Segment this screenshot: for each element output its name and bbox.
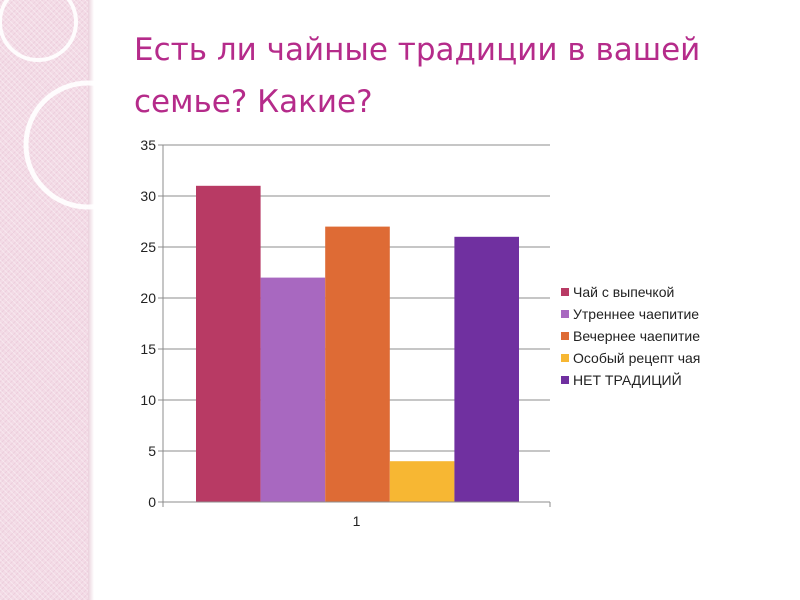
bar-1 xyxy=(196,185,261,503)
legend-swatch-1 xyxy=(561,288,569,296)
legend-swatch-2 xyxy=(561,310,569,318)
y-tick-label: 15 xyxy=(140,341,156,357)
legend: Чай с выпечкой Утреннее чаепитие Вечернее … xyxy=(561,284,700,388)
bars xyxy=(196,185,519,503)
legend-swatch-3 xyxy=(561,332,569,340)
y-tick-label: 30 xyxy=(140,188,156,204)
decorative-circle-large xyxy=(23,80,140,210)
side-band-edge xyxy=(88,0,94,600)
legend-label-1: Чай с выпечкой xyxy=(573,284,674,300)
y-axis: 0 5 10 15 20 25 30 35 xyxy=(140,137,164,510)
legend-swatch-5 xyxy=(561,376,569,384)
legend-label-5: НЕТ ТРАДИЦИЙ xyxy=(573,371,682,388)
bar-3 xyxy=(325,226,390,502)
y-tick-label: 20 xyxy=(140,290,156,306)
y-tick-label: 5 xyxy=(148,443,156,459)
bar-4 xyxy=(389,461,455,502)
y-tick-label: 0 xyxy=(148,494,156,510)
legend-label-2: Утреннее чаепитие xyxy=(573,306,699,322)
y-tick-label: 25 xyxy=(140,239,156,255)
decorative-circles xyxy=(0,0,140,210)
y-tick-label: 35 xyxy=(140,137,156,153)
legend-swatch-4 xyxy=(561,354,569,362)
legend-label-4: Особый рецепт чая xyxy=(573,350,700,366)
bar-2 xyxy=(260,277,326,502)
bar-5 xyxy=(454,236,519,503)
decorative-circle-small xyxy=(0,0,78,62)
legend-label-3: Вечернее чаепитие xyxy=(573,328,700,344)
slide-title: Есть ли чайные традиции в вашей семье? К… xyxy=(134,32,701,120)
x-tick-label: 1 xyxy=(353,513,361,529)
x-axis: 1 xyxy=(162,501,551,529)
y-tick-label: 10 xyxy=(140,392,156,408)
